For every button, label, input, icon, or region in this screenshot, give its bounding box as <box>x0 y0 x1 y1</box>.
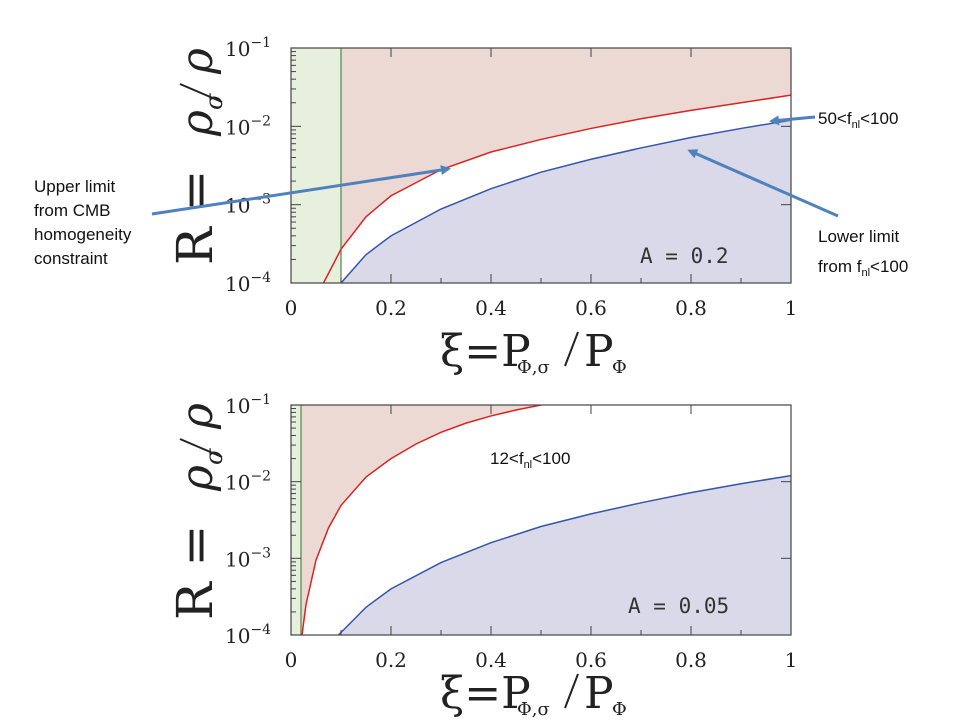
x-tick-label: 0.6 <box>575 296 607 320</box>
annotation-lower-limit-arrow <box>687 149 839 218</box>
x-tick-label: 0.4 <box>475 296 507 320</box>
annotation-bottom-range-text: 12<fnl<100 <box>490 449 570 471</box>
annotation-upper-limit-line3: homogeneity <box>34 225 132 244</box>
annotation-lower-limit-line2: from fnl<100 <box>818 257 908 279</box>
x-tick-label: 1 <box>785 648 798 672</box>
y-axis-label-sigma: σ <box>200 93 228 110</box>
x-tick-label: 0.2 <box>375 648 407 672</box>
x-axis-label-mid: P <box>584 668 614 719</box>
annotation-upper-limit: Upper limit from CMB homogeneity constra… <box>34 165 451 268</box>
y-axis-label-sigma: σ <box>200 448 228 465</box>
x-tick-label: 0.8 <box>675 648 707 672</box>
x-axis-label-sub1: Φ,σ <box>517 699 550 720</box>
upper-limit-curve <box>322 94 791 283</box>
annotation-upper-limit-line4: constraint <box>34 249 108 268</box>
y-tick-label: 10−4 <box>225 270 271 296</box>
y-axis-label-rho: ρ <box>172 48 223 75</box>
plot-area-bottom: 0 0.2 0.4 0.6 0.8 1 10−1 10−2 10−3 10−4 <box>225 392 797 672</box>
cmb-excluded-band <box>291 405 301 635</box>
parameter-label-bottom: A = 0.05 <box>628 594 729 618</box>
plot-regions <box>291 405 791 635</box>
y-axis-label-bottom: R = ρ σ ρ <box>166 403 228 620</box>
x-tick-label: 0.6 <box>575 648 607 672</box>
cmb-excluded-band <box>291 48 341 283</box>
y-tick-label: 10−2 <box>225 469 271 495</box>
parameter-label-top: A = 0.2 <box>640 244 729 268</box>
annotation-upper-limit-arrow <box>151 165 451 216</box>
annotation-lower-limit: Lower limit from fnl<100 <box>687 149 908 279</box>
y-tick-label: 10−1 <box>225 392 271 418</box>
annotation-lower-limit-line1: Lower limit <box>818 227 900 246</box>
annotation-top-range-arrow <box>769 115 816 126</box>
y-tick-label: 10−3 <box>225 545 271 571</box>
excluded-region-upper <box>291 405 541 635</box>
annotation-top-range: 50<fnl<100 <box>769 109 898 131</box>
x-tick-label: 0 <box>285 648 298 672</box>
x-axis-label-sub2: Φ <box>612 357 627 378</box>
y-axis-label-lhs: R = <box>166 525 224 620</box>
y-tick-label: 10−4 <box>225 622 271 648</box>
y-tick-label: 10−2 <box>225 113 271 139</box>
y-axis-label-rho-sigma: ρ <box>172 110 223 137</box>
x-tick-label: 0.8 <box>675 296 707 320</box>
lower-limit-curve <box>340 119 791 283</box>
y-tick-label: 10−1 <box>225 35 271 61</box>
y-axis-label-rho: ρ <box>172 403 223 430</box>
x-axis-label-lhs: ξ=P <box>440 668 531 719</box>
x-axis-label-top: ξ=P Φ,σ P Φ <box>440 326 627 378</box>
y-axis-label-top: R = ρ σ ρ <box>166 48 228 265</box>
annotation-bottom-range: 12<fnl<100 <box>490 449 570 471</box>
plot-regions <box>291 48 791 283</box>
x-axis-label-sub1: Φ,σ <box>517 357 550 378</box>
annotation-upper-limit-line2: from CMB <box>34 201 111 220</box>
x-axis-label-sub2: Φ <box>612 699 627 720</box>
y-axis-label-rho-sigma: ρ <box>172 465 223 492</box>
x-axis-label-slash <box>564 331 579 367</box>
annotation-upper-limit-line1: Upper limit <box>34 177 116 196</box>
chart-panel-bottom: 0 0.2 0.4 0.6 0.8 1 10−1 10−2 10−3 10−4 R = ρ σ ρ… <box>166 392 797 720</box>
y-axis-label-lhs: R = <box>166 170 224 265</box>
x-tick-label: 1 <box>785 296 798 320</box>
y-axis-label-slash <box>179 83 223 103</box>
annotation-top-range-text: 50<fnl<100 <box>818 109 898 131</box>
x-axis-label-lhs: ξ=P <box>440 326 531 377</box>
y-axis-label-slash <box>179 438 223 458</box>
x-axis-label-bottom: ξ=P Φ,σ P Φ <box>440 668 627 720</box>
x-axis-label-mid: P <box>584 326 614 377</box>
lower-limit-curve <box>337 474 791 635</box>
upper-limit-curve <box>301 405 542 635</box>
x-tick-label: 0 <box>285 296 298 320</box>
excluded-region-lower <box>341 120 791 283</box>
chart-panel-top: 0 0.2 0.4 0.6 0.8 110−110−210−310−4 R = ρ σ ρ… <box>166 35 797 378</box>
excluded-region-lower <box>338 475 791 635</box>
x-tick-label: 0.4 <box>475 648 507 672</box>
x-tick-label: 0.2 <box>375 296 407 320</box>
excluded-region-upper <box>291 48 791 283</box>
x-axis-label-slash <box>564 673 579 709</box>
plot-area-top: 0 0.2 0.4 0.6 0.8 110−110−210−310−4 <box>225 35 797 320</box>
